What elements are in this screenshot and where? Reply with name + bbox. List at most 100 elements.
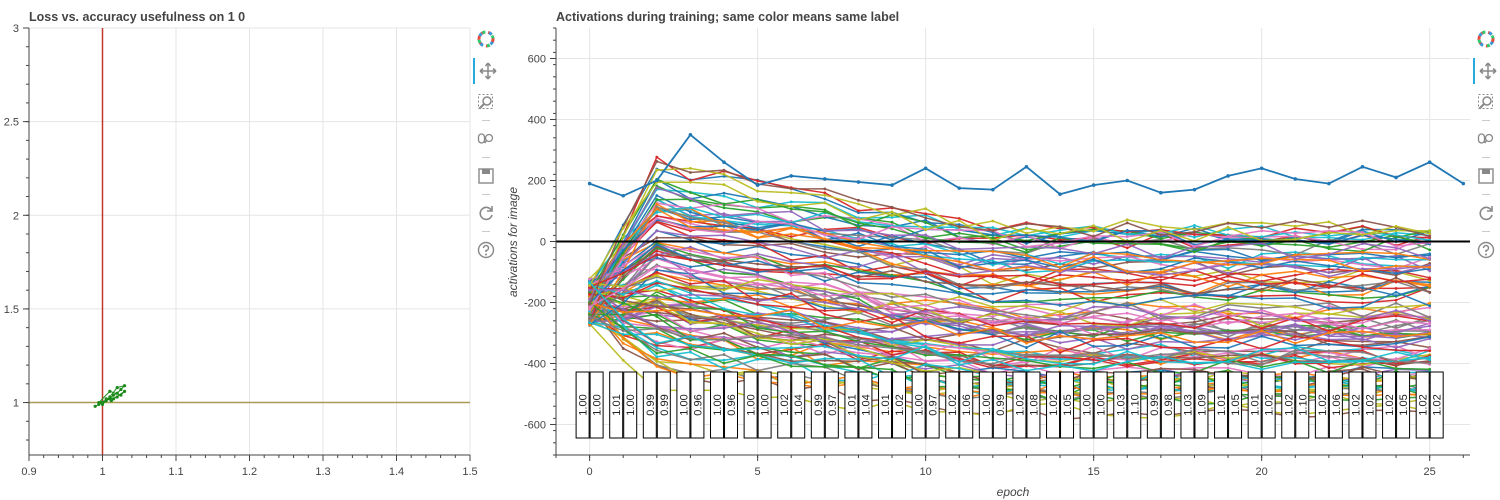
y-tick-label: 1: [13, 398, 19, 410]
series-point: [890, 220, 894, 224]
series-point: [1260, 297, 1264, 301]
box-zoom-icon[interactable]: [1473, 89, 1499, 115]
series-point: [655, 274, 659, 277]
box-zoom-icon[interactable]: [473, 89, 499, 115]
reset-icon[interactable]: [473, 200, 499, 226]
series-point: [1260, 252, 1264, 256]
series-point: [1193, 352, 1196, 356]
top-series-point: [823, 177, 827, 181]
series-point: [655, 351, 659, 355]
series-point: [1159, 345, 1163, 349]
series-point: [957, 324, 961, 328]
reset-icon[interactable]: [1473, 200, 1499, 226]
help-icon[interactable]: [1473, 237, 1499, 263]
wheel-zoom-icon[interactable]: [1473, 126, 1499, 152]
series-point: [957, 360, 961, 364]
series-point: [588, 288, 592, 292]
ratio-label-primary-box: [1146, 371, 1161, 439]
series-point: [621, 287, 625, 290]
series-point: [957, 228, 961, 232]
series-point: [1293, 356, 1297, 360]
series-point: [1058, 290, 1062, 294]
series-point: [1193, 260, 1196, 264]
wheel-zoom-icon[interactable]: [473, 126, 499, 152]
save-icon[interactable]: [1473, 163, 1499, 189]
series-point: [1260, 363, 1264, 367]
series-point: [991, 343, 995, 347]
series-point: [588, 313, 592, 317]
series-point: [756, 270, 760, 274]
series-point: [823, 263, 827, 267]
series-point: [689, 180, 692, 184]
series-point: [689, 350, 692, 354]
series-point: [1058, 303, 1062, 307]
series-point: [890, 330, 894, 334]
pan-icon[interactable]: [473, 58, 499, 84]
series-point: [1361, 286, 1364, 290]
series-point: [588, 321, 592, 324]
series-point: [1428, 277, 1432, 281]
series-line: [589, 244, 1430, 322]
series-point: [655, 327, 659, 331]
series-point: [957, 236, 961, 240]
toolbar-separator: [482, 120, 490, 121]
series-point: [1125, 285, 1129, 289]
series-point: [722, 242, 726, 246]
ratio-label-secondary: 0.99: [995, 394, 1007, 415]
series-point: [890, 349, 894, 353]
series-point: [789, 270, 793, 273]
series-point: [621, 332, 625, 336]
series-point: [1361, 269, 1364, 273]
series-point: [890, 357, 894, 361]
pan-icon[interactable]: [1473, 58, 1499, 84]
ratio-label-primary-box: [1180, 371, 1195, 439]
series-point: [1327, 220, 1331, 224]
series-point: [1260, 331, 1264, 335]
series-point: [789, 329, 793, 333]
series-point: [655, 205, 659, 209]
series-point: [1394, 224, 1398, 228]
scatter-point: [119, 393, 123, 397]
series-point: [1226, 332, 1230, 336]
series-point: [655, 229, 659, 233]
series-point: [722, 228, 726, 232]
series-point: [823, 214, 827, 218]
series-point: [1226, 263, 1230, 267]
series-point: [857, 198, 860, 202]
series-point: [1025, 363, 1028, 367]
series-point: [1327, 304, 1331, 308]
series-point: [1226, 245, 1230, 248]
series-point: [655, 294, 659, 298]
series-point: [1058, 273, 1062, 277]
ratio-label: 1.02 1.06: [1314, 371, 1343, 439]
series-point: [823, 332, 827, 336]
series-point: [1226, 271, 1230, 275]
series-point: [1226, 353, 1230, 357]
save-icon[interactable]: [473, 163, 499, 189]
series-point: [1260, 287, 1264, 291]
series-point: [1260, 356, 1264, 360]
ratio-label-secondary: 0.96: [726, 394, 738, 415]
series-point: [823, 350, 827, 354]
series-point: [857, 351, 860, 355]
series-point: [621, 268, 625, 272]
series-point: [621, 313, 625, 316]
series-point: [756, 219, 760, 223]
series-point: [1058, 232, 1062, 236]
series-point: [1327, 366, 1331, 370]
series-point: [655, 249, 659, 253]
series-point: [1361, 335, 1364, 339]
scatter-point: [93, 404, 97, 408]
ratio-label-primary: 1.00: [981, 394, 993, 415]
series-point: [1293, 346, 1297, 350]
series-point: [1226, 257, 1230, 261]
series-point: [957, 217, 961, 220]
series-point: [1260, 221, 1264, 225]
ratio-label-secondary: 1.00: [625, 394, 637, 415]
series-point: [1361, 367, 1364, 371]
series-point: [1361, 272, 1364, 276]
help-icon[interactable]: [473, 237, 499, 263]
series-point: [1125, 360, 1129, 363]
series-point: [991, 219, 995, 223]
